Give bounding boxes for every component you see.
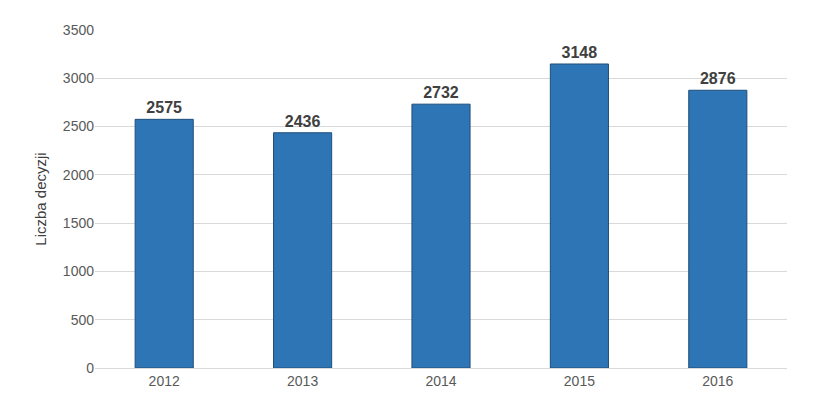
svg-text:1500: 1500: [63, 215, 94, 231]
svg-text:2732: 2732: [423, 84, 459, 101]
svg-text:3000: 3000: [63, 70, 94, 86]
svg-text:2016: 2016: [702, 373, 733, 389]
svg-text:2014: 2014: [425, 373, 456, 389]
svg-text:2876: 2876: [700, 70, 736, 87]
svg-text:0: 0: [86, 360, 94, 376]
svg-text:2575: 2575: [146, 99, 182, 116]
svg-text:500: 500: [71, 312, 95, 328]
svg-text:2013: 2013: [287, 373, 318, 389]
svg-text:3148: 3148: [562, 44, 598, 61]
svg-text:2012: 2012: [149, 373, 180, 389]
svg-text:2000: 2000: [63, 167, 94, 183]
svg-text:Liczba decyzji: Liczba decyzji: [32, 152, 49, 245]
svg-text:2015: 2015: [564, 373, 595, 389]
svg-text:2500: 2500: [63, 118, 94, 134]
svg-text:3500: 3500: [63, 22, 94, 38]
svg-text:2436: 2436: [285, 113, 321, 130]
svg-text:1000: 1000: [63, 263, 94, 279]
